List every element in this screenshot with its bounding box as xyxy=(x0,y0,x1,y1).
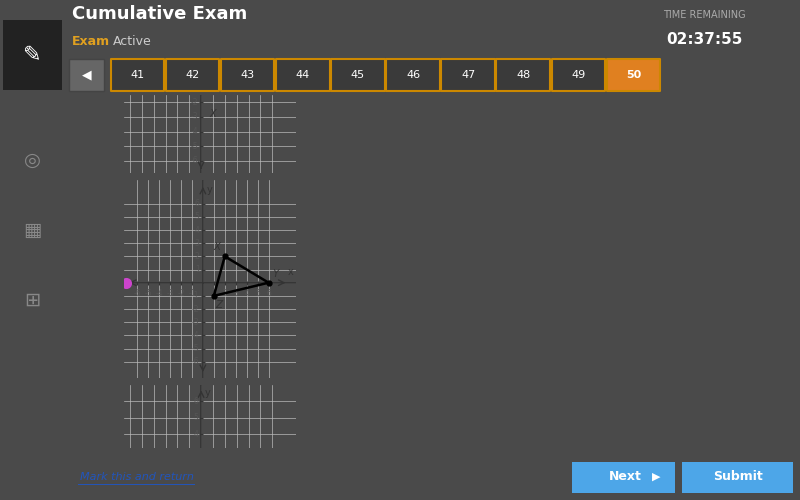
Text: 5: 5 xyxy=(194,414,198,422)
Text: 5: 5 xyxy=(255,288,260,298)
Text: ◀: ◀ xyxy=(82,68,91,82)
Bar xyxy=(606,59,660,91)
Text: Z: Z xyxy=(215,300,222,310)
Text: -6: -6 xyxy=(134,288,141,298)
Text: Submit: Submit xyxy=(713,470,762,483)
Text: -4: -4 xyxy=(155,288,163,298)
Text: -4: -4 xyxy=(190,127,198,136)
Text: 6: 6 xyxy=(266,288,271,298)
Text: 45: 45 xyxy=(351,70,365,80)
Bar xyxy=(110,59,164,91)
Bar xyxy=(442,59,495,91)
Text: X: X xyxy=(214,242,221,252)
Text: ✎: ✎ xyxy=(23,45,42,65)
Text: Cumulative Exam: Cumulative Exam xyxy=(72,4,248,22)
Text: 2: 2 xyxy=(222,288,227,298)
Bar xyxy=(386,59,440,91)
Text: 4: 4 xyxy=(244,288,249,298)
Text: 42: 42 xyxy=(186,70,200,80)
Bar xyxy=(69,59,104,91)
Text: y: y xyxy=(206,186,213,196)
Bar xyxy=(572,462,675,493)
Text: -1: -1 xyxy=(188,288,196,298)
Text: 43: 43 xyxy=(241,70,254,80)
Bar xyxy=(3,20,62,90)
Text: -3: -3 xyxy=(190,112,198,122)
Text: Mark this and return: Mark this and return xyxy=(80,472,194,482)
Bar xyxy=(551,59,606,91)
Text: 1: 1 xyxy=(195,265,199,274)
Text: 49: 49 xyxy=(571,70,586,80)
Text: 02:37:55: 02:37:55 xyxy=(666,32,742,47)
Bar xyxy=(331,59,385,91)
Text: -5: -5 xyxy=(144,288,152,298)
Text: 46: 46 xyxy=(406,70,420,80)
Text: Next: Next xyxy=(609,470,642,483)
Text: TIME REMAINING: TIME REMAINING xyxy=(663,10,746,20)
Text: -4: -4 xyxy=(192,331,199,340)
Text: -5: -5 xyxy=(190,142,198,150)
Bar xyxy=(276,59,330,91)
Text: 4: 4 xyxy=(194,226,199,234)
Text: 6: 6 xyxy=(194,199,199,208)
Text: 50: 50 xyxy=(626,70,641,80)
Text: 3: 3 xyxy=(194,238,199,248)
Text: 4: 4 xyxy=(194,430,198,439)
Text: 2: 2 xyxy=(195,252,199,261)
Bar xyxy=(221,59,274,91)
Text: Active: Active xyxy=(113,35,151,48)
Text: ▦: ▦ xyxy=(23,220,42,240)
Text: 3: 3 xyxy=(234,288,238,298)
Text: x: x xyxy=(288,268,294,278)
Text: 6: 6 xyxy=(194,397,198,406)
Text: 5: 5 xyxy=(194,212,199,222)
Text: -3: -3 xyxy=(166,288,174,298)
Text: Exam: Exam xyxy=(72,35,110,48)
Text: 47: 47 xyxy=(461,70,475,80)
Text: 41: 41 xyxy=(130,70,145,80)
Text: ◎: ◎ xyxy=(24,150,41,170)
Text: y: y xyxy=(205,388,210,398)
Text: -2: -2 xyxy=(192,304,199,314)
Text: 44: 44 xyxy=(296,70,310,80)
Text: -1: -1 xyxy=(192,292,199,300)
Text: -2: -2 xyxy=(178,288,185,298)
Text: -3: -3 xyxy=(192,318,199,326)
Bar xyxy=(682,462,793,493)
Text: ▶: ▶ xyxy=(653,472,661,482)
Text: -6: -6 xyxy=(190,156,198,166)
Text: X: X xyxy=(210,109,216,119)
Text: -6: -6 xyxy=(192,357,199,366)
Text: 1: 1 xyxy=(211,288,216,298)
Bar xyxy=(166,59,219,91)
Text: ⊞: ⊞ xyxy=(24,290,41,310)
Text: Y: Y xyxy=(272,269,278,279)
Bar xyxy=(497,59,550,91)
Text: 48: 48 xyxy=(516,70,530,80)
Text: -5: -5 xyxy=(192,344,199,353)
Text: -2: -2 xyxy=(190,98,198,107)
